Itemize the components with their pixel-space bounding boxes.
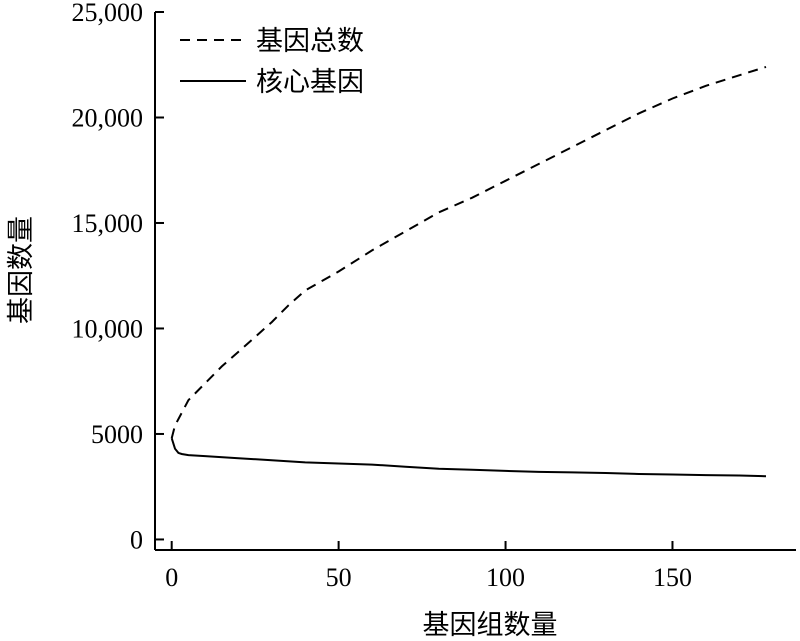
series-line-core-genes	[170, 437, 767, 478]
plot-area: 0 5000 10,000 15,000 20,000 25,000 0 50 100 150	[72, 0, 796, 592]
y-tick-label: 25,000	[72, 0, 144, 27]
y-tick-label: 10,000	[72, 314, 144, 343]
y-tick-label: 15,000	[72, 209, 144, 238]
y-tick-label: 5000	[91, 420, 143, 449]
legend: 基因总数 核心基因	[180, 26, 364, 98]
x-tick-label: 50	[326, 563, 352, 592]
x-tick-label: 150	[653, 563, 692, 592]
legend-label-core-genes: 核心基因	[256, 67, 364, 98]
x-tick-label: 0	[165, 563, 178, 592]
y-axis-ticks: 0 5000 10,000 15,000 20,000 25,000	[72, 0, 164, 554]
y-axis-title: 基因数量	[6, 216, 37, 324]
x-tick-label: 100	[486, 563, 525, 592]
x-axis-ticks: 0 50 100 150	[165, 541, 692, 592]
x-axis-title: 基因组数量	[423, 610, 558, 641]
y-tick-label: 0	[130, 525, 143, 554]
series-line-total-genes	[170, 65, 767, 439]
y-tick-label: 20,000	[72, 103, 144, 132]
legend-label-total-genes: 基因总数	[256, 26, 364, 57]
series-lines	[170, 65, 767, 478]
